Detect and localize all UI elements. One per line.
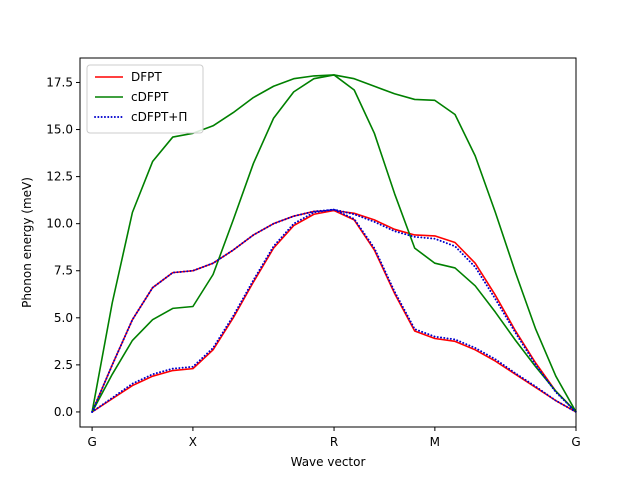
series-line-5 (91, 208, 577, 413)
series-line-1 (91, 209, 577, 413)
x-tick-label: R (330, 435, 338, 449)
series-line-4 (91, 208, 577, 413)
legend-label: cDFPT+Π (131, 110, 187, 124)
legend-label: DFPT (131, 70, 162, 84)
y-tick-label: 15.0 (46, 123, 73, 137)
legend-label: cDFPT (131, 90, 169, 104)
y-tick-label: 17.5 (46, 75, 73, 89)
axes-frame (79, 57, 577, 428)
y-tick-label: 7.5 (54, 264, 73, 278)
x-axis-label: Wave vector (291, 455, 366, 469)
x-tick-label: X (189, 435, 197, 449)
plot-area (91, 74, 577, 413)
series-line-3 (91, 74, 577, 413)
x-tick-label: G (87, 435, 96, 449)
x-tick-label: G (571, 435, 580, 449)
y-tick-label: 5.0 (54, 311, 73, 325)
legend-box (86, 64, 204, 134)
y-tick-label: 2.5 (54, 358, 73, 372)
y-tick-label: 10.0 (46, 217, 73, 231)
y-tick-label: 12.5 (46, 170, 73, 184)
y-tick-label: 0.0 (54, 405, 73, 419)
y-axis-ticks: 0.0 2.5 5.0 7.5 10.0 12.5 15.0 17.5 (46, 75, 80, 419)
legend: DFPT cDFPT cDFPT+Π (86, 64, 204, 134)
y-axis-label: Phonon energy (meV) (20, 177, 34, 308)
x-tick-label: M (430, 435, 440, 449)
